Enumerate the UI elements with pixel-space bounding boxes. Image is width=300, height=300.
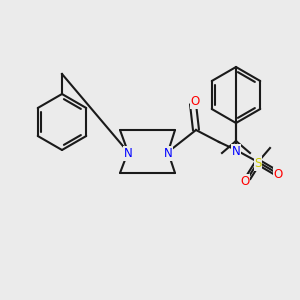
- Text: O: O: [190, 95, 200, 108]
- Text: N: N: [232, 145, 240, 158]
- Text: O: O: [273, 168, 283, 181]
- Text: O: O: [240, 175, 250, 188]
- Text: S: S: [254, 157, 262, 170]
- Text: N: N: [164, 147, 172, 160]
- Text: N: N: [124, 147, 132, 160]
